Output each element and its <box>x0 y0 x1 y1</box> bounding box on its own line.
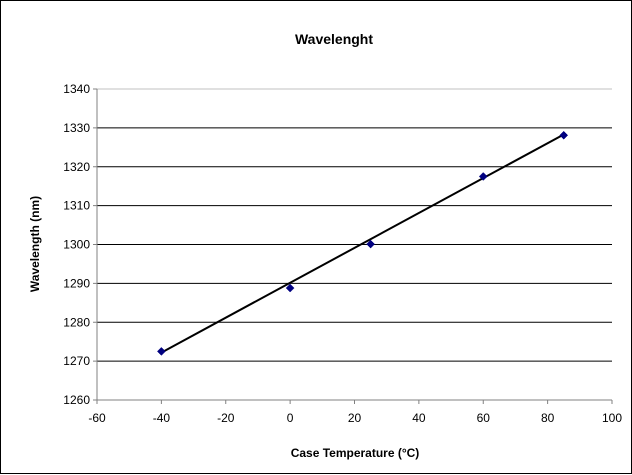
trendline <box>160 133 565 354</box>
x-tick-labels: -60 -40 -20 0 20 40 60 80 100 <box>88 411 622 425</box>
data-points <box>157 130 569 356</box>
data-point <box>478 172 488 181</box>
x-axis-title: Case Temperature (°C) <box>291 446 420 460</box>
y-tick-label: 1300 <box>63 238 90 252</box>
y-tick-label: 1340 <box>63 82 90 96</box>
data-point <box>285 283 295 293</box>
x-tick-label: 40 <box>412 411 426 425</box>
data-point <box>559 130 569 140</box>
y-axis-title: Wavelength (nm) <box>28 196 42 292</box>
data-point <box>157 347 166 356</box>
y-tick-label: 1330 <box>63 121 90 135</box>
trendline-group <box>160 133 565 354</box>
x-tick-label: 0 <box>287 411 294 425</box>
y-tick-label: 1290 <box>63 276 90 290</box>
y-tick-labels: 1260 1270 1280 1290 1300 1310 1320 1330 1340 <box>63 82 90 407</box>
x-tick-label: 80 <box>541 411 555 425</box>
data-point <box>366 239 375 249</box>
y-tick-label: 1280 <box>63 315 90 329</box>
x-tick-label: 60 <box>477 411 491 425</box>
gridlines <box>97 88 612 362</box>
x-tick-label: 20 <box>348 411 362 425</box>
y-tick-label: 1260 <box>63 393 90 407</box>
axes <box>93 88 613 404</box>
y-tick-label: 1270 <box>63 354 90 368</box>
y-tick-label: 1320 <box>63 160 90 174</box>
x-tick-label: -60 <box>88 411 106 425</box>
chart-title: Wavelenght <box>295 31 373 47</box>
y-tick-label: 1310 <box>63 199 90 213</box>
x-tick-label: 100 <box>602 411 622 425</box>
x-tick-label: -40 <box>153 411 171 425</box>
x-tick-label: -20 <box>217 411 235 425</box>
